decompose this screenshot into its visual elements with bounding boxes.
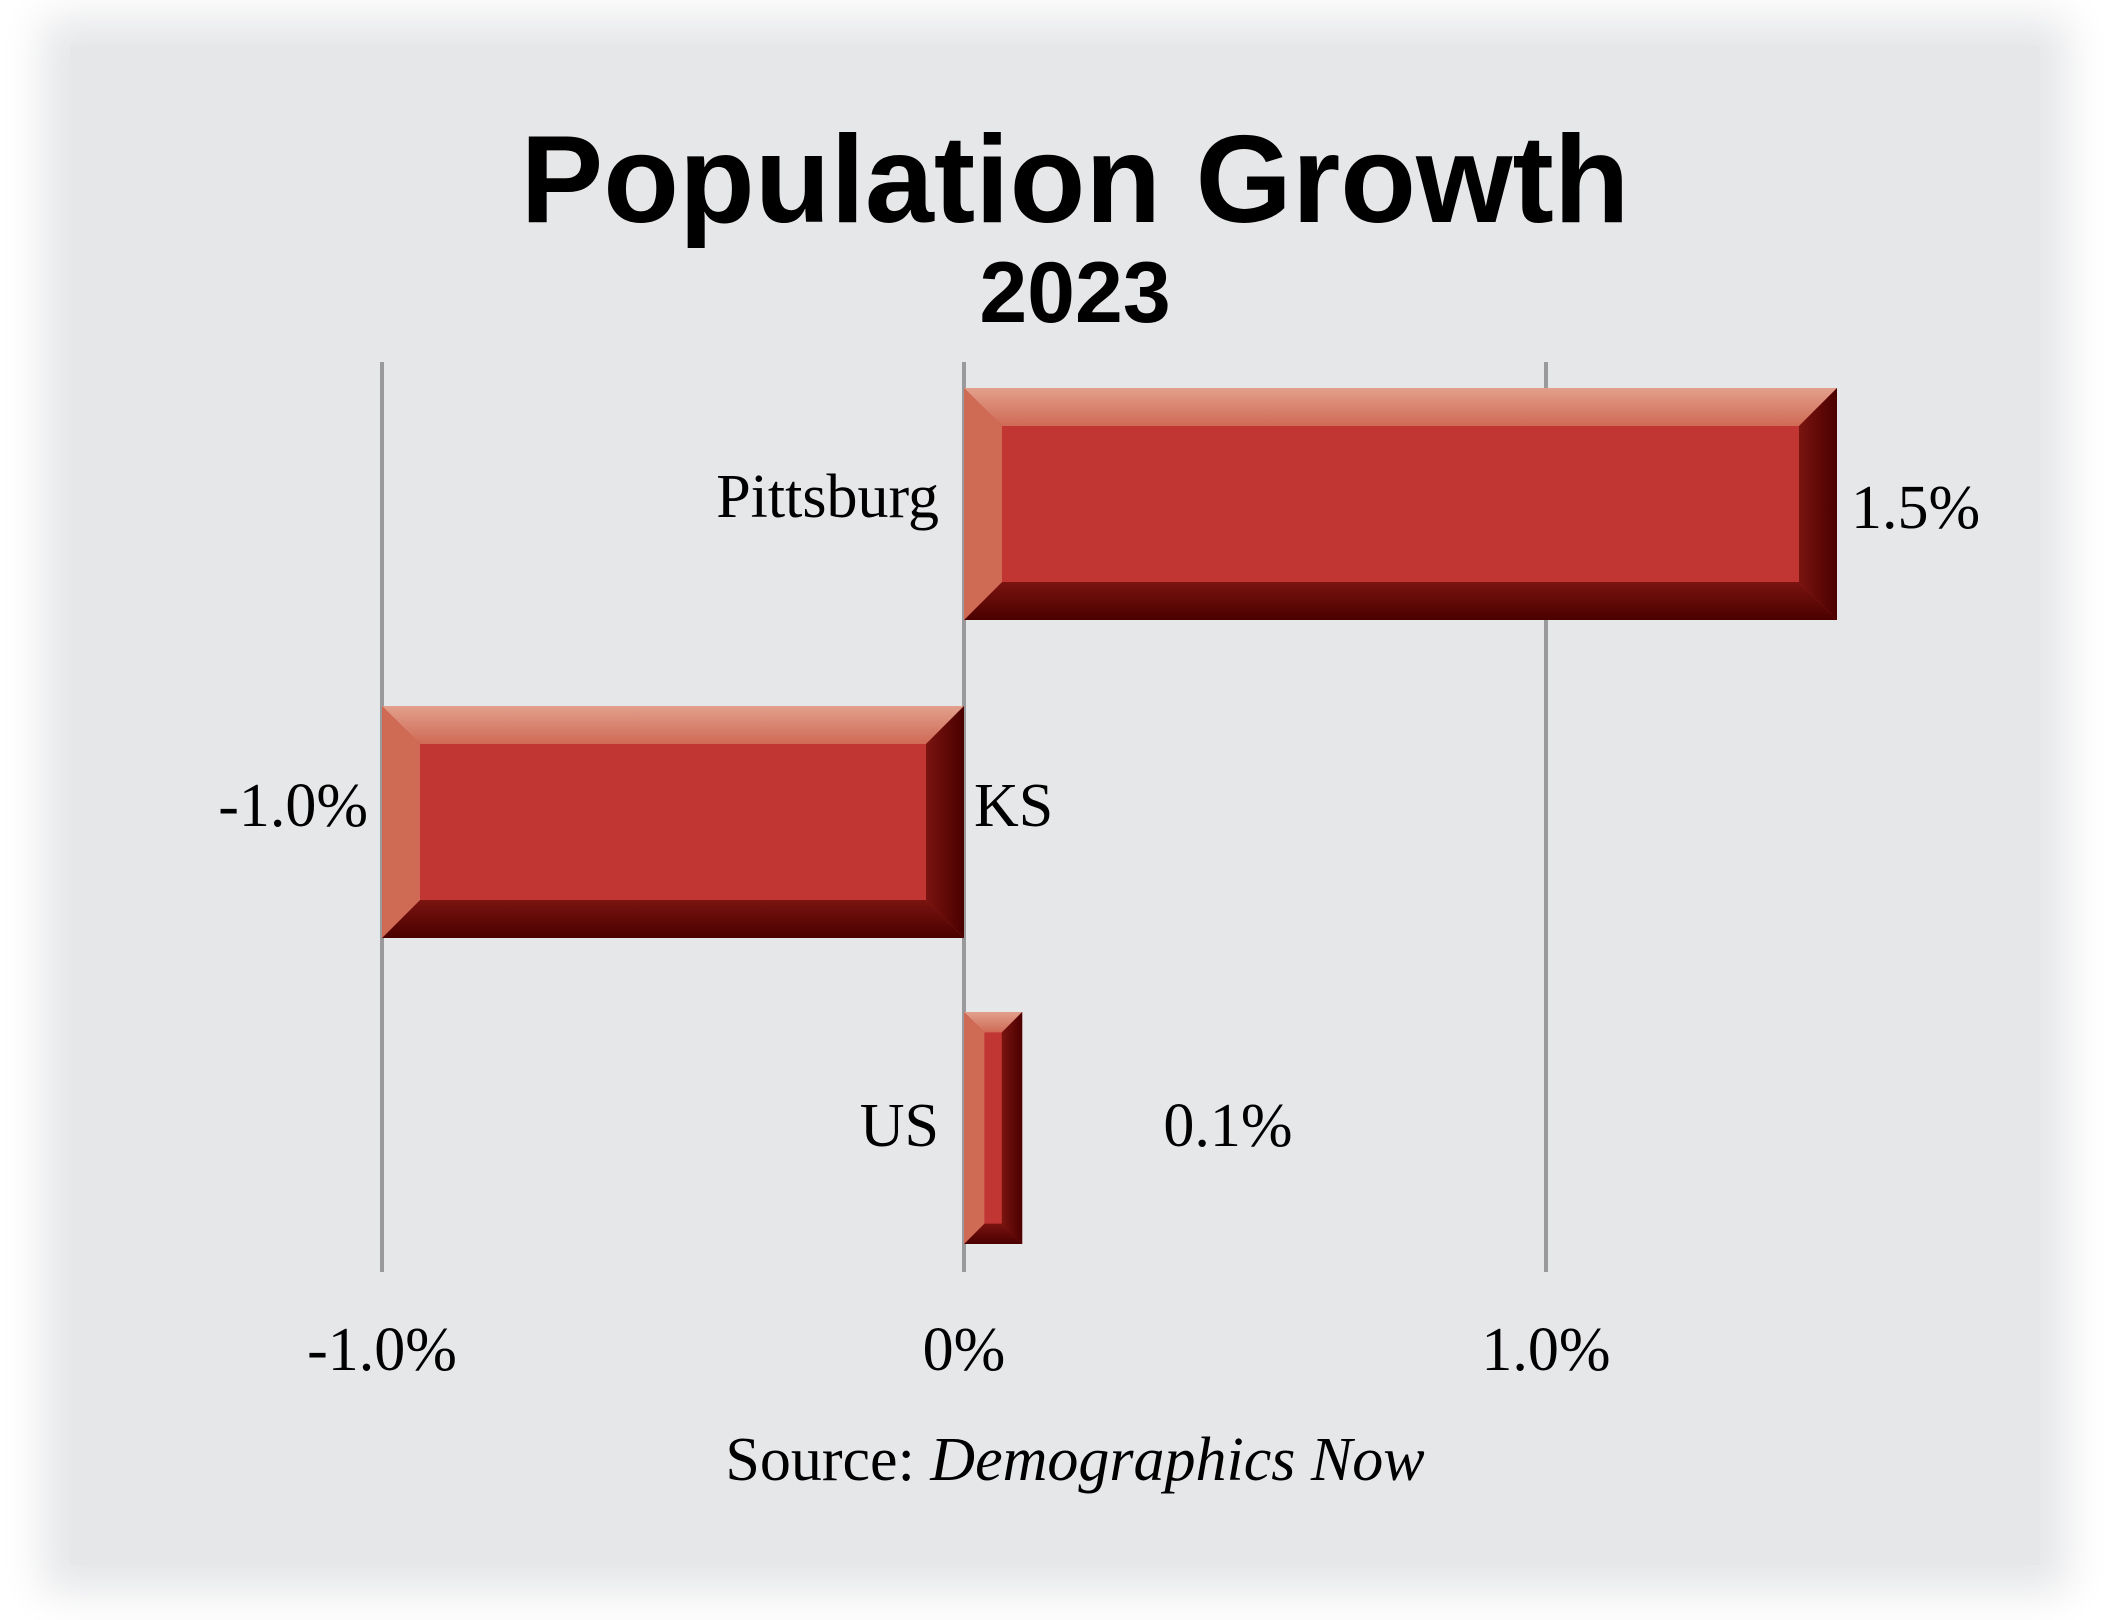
value-label: 0.1% bbox=[1163, 1092, 1292, 1160]
chart-subtitle: 2023 bbox=[979, 245, 1170, 341]
labels: -1.0% 0% 1.0% Pittsburg 1.5% KS -1.0% US 0.1% bbox=[218, 463, 1980, 1384]
bar bbox=[382, 706, 964, 938]
value-label: 1.5% bbox=[1851, 474, 1980, 542]
category-label: US bbox=[860, 1092, 939, 1160]
x-tick-label: 1.0% bbox=[1481, 1316, 1610, 1384]
source-name: Demographics Now bbox=[929, 1426, 1424, 1494]
category-label: KS bbox=[974, 772, 1053, 840]
x-tick-label: -1.0% bbox=[307, 1316, 457, 1384]
x-tick-label: 0% bbox=[923, 1316, 1006, 1384]
category-label: Pittsburg bbox=[716, 463, 939, 531]
source-note: Source: Demographics Now bbox=[725, 1426, 1424, 1494]
value-label: -1.0% bbox=[218, 772, 368, 840]
bar bbox=[964, 388, 1837, 620]
source-prefix: Source: bbox=[725, 1426, 930, 1494]
chart-title: Population Growth bbox=[521, 111, 1630, 249]
bar bbox=[964, 1012, 1023, 1244]
bars bbox=[382, 388, 1837, 1244]
